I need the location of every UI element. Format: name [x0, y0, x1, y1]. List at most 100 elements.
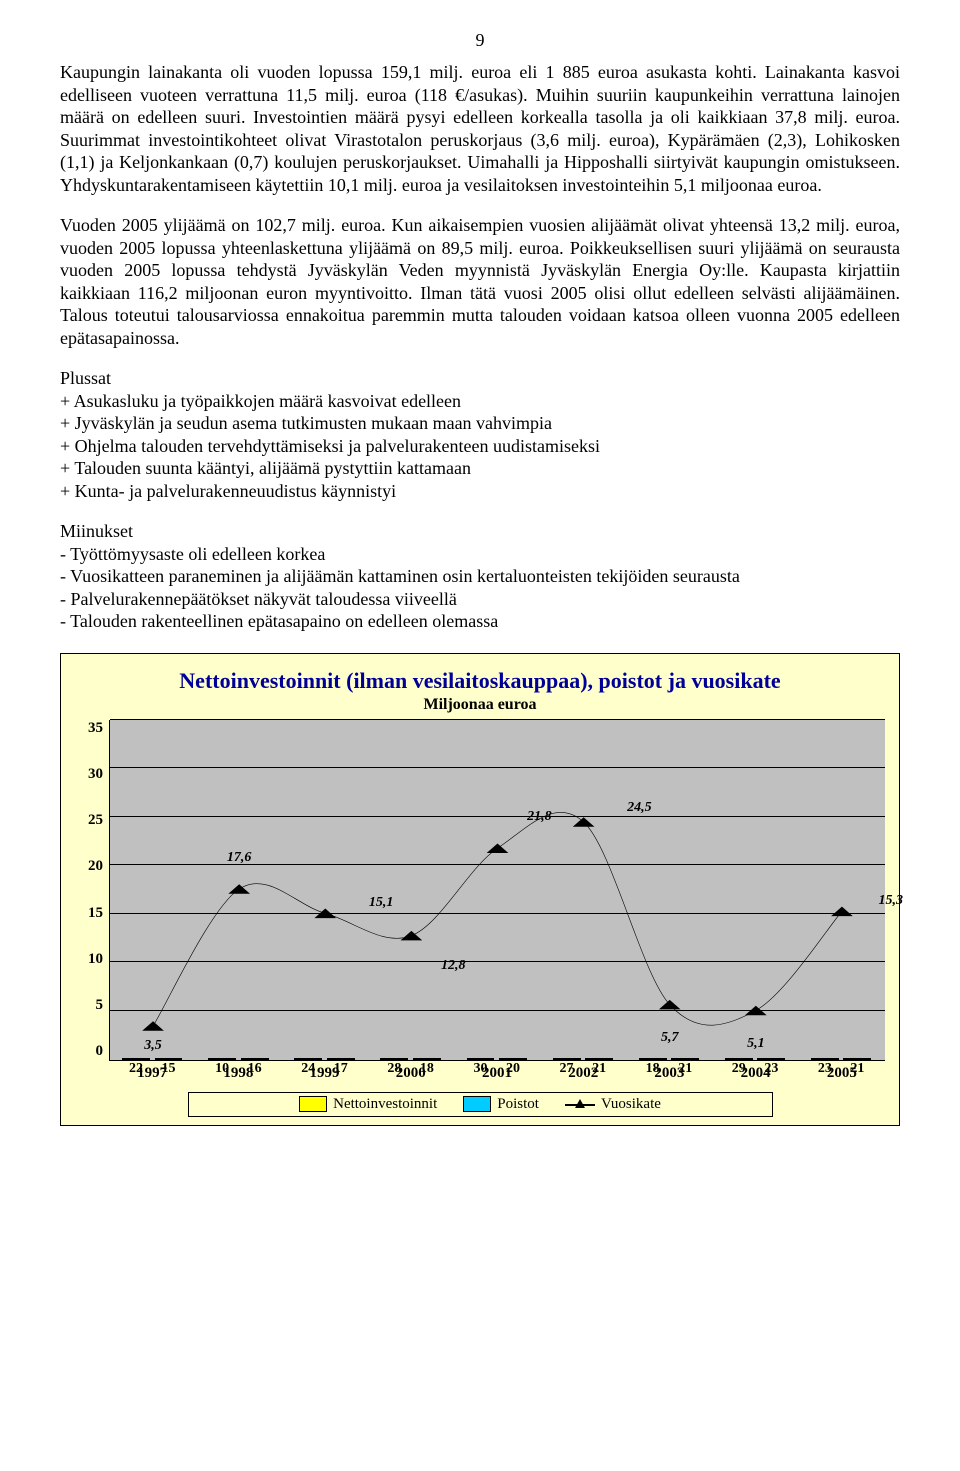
vuosikate-marker — [831, 906, 853, 916]
bar-label: 21 — [678, 1061, 692, 1077]
y-tick: 35 — [88, 720, 103, 737]
grid-line — [110, 767, 885, 768]
grid-line — [110, 961, 885, 962]
vuosikate-line — [153, 812, 842, 1026]
bar-label: 22 — [129, 1061, 143, 1077]
vuosikate-label: 3,5 — [144, 1038, 162, 1054]
bar-netto: 24 — [294, 1058, 322, 1060]
plus-item: + Talouden suunta kääntyi, alijäämä pyst… — [60, 457, 900, 480]
legend-item-netto: Nettoinvestoinnit — [299, 1096, 437, 1113]
bar-poistot: 15 — [155, 1058, 183, 1060]
vuosikate-label: 5,7 — [661, 1030, 679, 1046]
bar-label: 23 — [764, 1061, 778, 1077]
bar-label: 27 — [560, 1061, 574, 1077]
vuosikate-label: 15,3 — [879, 893, 904, 909]
y-tick: 5 — [96, 997, 104, 1014]
bar-label: 23 — [818, 1061, 832, 1077]
chart-container: Nettoinvestoinnit (ilman vesilaitoskaupp… — [60, 653, 900, 1126]
legend-item-vuosikate: Vuosikate — [565, 1096, 661, 1113]
bar-label: 21 — [850, 1061, 864, 1077]
bar-netto: 22 — [122, 1058, 150, 1060]
minus-item: - Vuosikatteen paraneminen ja alijäämän … — [60, 565, 900, 588]
bar-poistot: 16 — [241, 1058, 269, 1060]
bar-label: 29 — [732, 1061, 746, 1077]
paragraph-1: Kaupungin lainakanta oli vuoden lopussa … — [60, 61, 900, 196]
bar-label: 16 — [248, 1061, 262, 1077]
vuosikate-marker — [142, 1021, 164, 1031]
y-tick: 20 — [88, 858, 103, 875]
x-tick: 2002 — [540, 1061, 626, 1082]
minus-list: Miinukset - Työttömyysaste oli edelleen … — [60, 520, 900, 633]
legend: Nettoinvestoinnit Poistot Vuosikate — [188, 1092, 773, 1117]
bar-label: 17 — [334, 1061, 348, 1077]
bar-label: 10 — [215, 1061, 229, 1077]
plus-item: + Ohjelma talouden tervehdyttämiseksi ja… — [60, 435, 900, 458]
swatch-poistot — [463, 1096, 491, 1112]
plus-list: Plussat + Asukasluku ja työpaikkojen mää… — [60, 367, 900, 502]
x-tick: 2005 — [799, 1061, 885, 1082]
bar-netto: 27 — [553, 1058, 581, 1060]
page-number: 9 — [60, 30, 900, 51]
vuosikate-label: 21,8 — [527, 809, 552, 825]
bar-netto: 29 — [725, 1058, 753, 1060]
grid-line — [110, 1010, 885, 1011]
bar-label: 30 — [473, 1061, 487, 1077]
vuosikate-marker — [659, 999, 681, 1009]
legend-label: Poistot — [497, 1096, 539, 1113]
plus-header: Plussat — [60, 367, 900, 390]
vuosikate-marker — [228, 884, 250, 894]
vuosikate-label: 24,5 — [627, 800, 652, 816]
bar-poistot: 20 — [499, 1058, 527, 1060]
y-tick: 25 — [88, 812, 103, 829]
y-tick: 30 — [88, 766, 103, 783]
legend-label: Nettoinvestoinnit — [333, 1096, 437, 1113]
swatch-line — [565, 1097, 595, 1111]
vuosikate-marker — [401, 930, 423, 940]
plus-item: + Kunta- ja palvelurakenneuudistus käynn… — [60, 480, 900, 503]
legend-item-poistot: Poistot — [463, 1096, 539, 1113]
swatch-netto — [299, 1096, 327, 1112]
vuosikate-marker — [573, 817, 595, 827]
bar-netto: 30 — [467, 1058, 495, 1060]
grid-line — [110, 816, 885, 817]
bar-label: 20 — [506, 1061, 520, 1077]
plot-area: 35 30 25 20 15 10 5 0 22 15 10 16 24 17 28 18 30 20 27 21 1… — [75, 720, 885, 1061]
minus-item: - Palvelurakennepäätökset näkyvät taloud… — [60, 588, 900, 611]
vuosikate-label: 5,1 — [747, 1036, 765, 1052]
line-layer — [110, 720, 885, 1060]
bar-poistot: 23 — [757, 1058, 785, 1060]
grid-line — [110, 719, 885, 720]
x-tick: 1997 — [109, 1061, 195, 1082]
legend-label: Vuosikate — [601, 1096, 661, 1113]
bar-poistot: 18 — [413, 1058, 441, 1060]
y-tick: 0 — [96, 1043, 104, 1060]
grid-line — [110, 913, 885, 914]
bar-label: 15 — [162, 1061, 176, 1077]
y-tick: 15 — [88, 905, 103, 922]
paragraph-2: Vuoden 2005 ylijäämä on 102,7 milj. euro… — [60, 214, 900, 349]
bar-netto: 10 — [208, 1058, 236, 1060]
y-tick: 10 — [88, 951, 103, 968]
bar-netto: 23 — [811, 1058, 839, 1060]
plus-item: + Jyväskylän ja seudun asema tutkimusten… — [60, 412, 900, 435]
bar-netto: 28 — [380, 1058, 408, 1060]
minus-item: - Työttömyysaste oli edelleen korkea — [60, 543, 900, 566]
y-axis: 35 30 25 20 15 10 5 0 — [75, 720, 109, 1061]
bar-label: 21 — [592, 1061, 606, 1077]
bar-poistot: 17 — [327, 1058, 355, 1060]
bar-label: 18 — [646, 1061, 660, 1077]
x-tick: 2003 — [626, 1061, 712, 1082]
vuosikate-label: 17,6 — [227, 850, 252, 866]
minus-header: Miinukset — [60, 520, 900, 543]
x-tick: 2000 — [368, 1061, 454, 1082]
vuosikate-marker — [487, 843, 509, 853]
vuosikate-label: 15,1 — [369, 895, 394, 911]
chart-title: Nettoinvestoinnit (ilman vesilaitoskaupp… — [75, 668, 885, 694]
minus-item: - Talouden rakenteellinen epätasapaino o… — [60, 610, 900, 633]
bar-poistot: 21 — [843, 1058, 871, 1060]
plot: 2215101624172818302027211821292323213,51… — [109, 720, 885, 1061]
bar-netto: 18 — [639, 1058, 667, 1060]
x-tick: 1999 — [281, 1061, 367, 1082]
bar-label: 28 — [387, 1061, 401, 1077]
bar-poistot: 21 — [671, 1058, 699, 1060]
